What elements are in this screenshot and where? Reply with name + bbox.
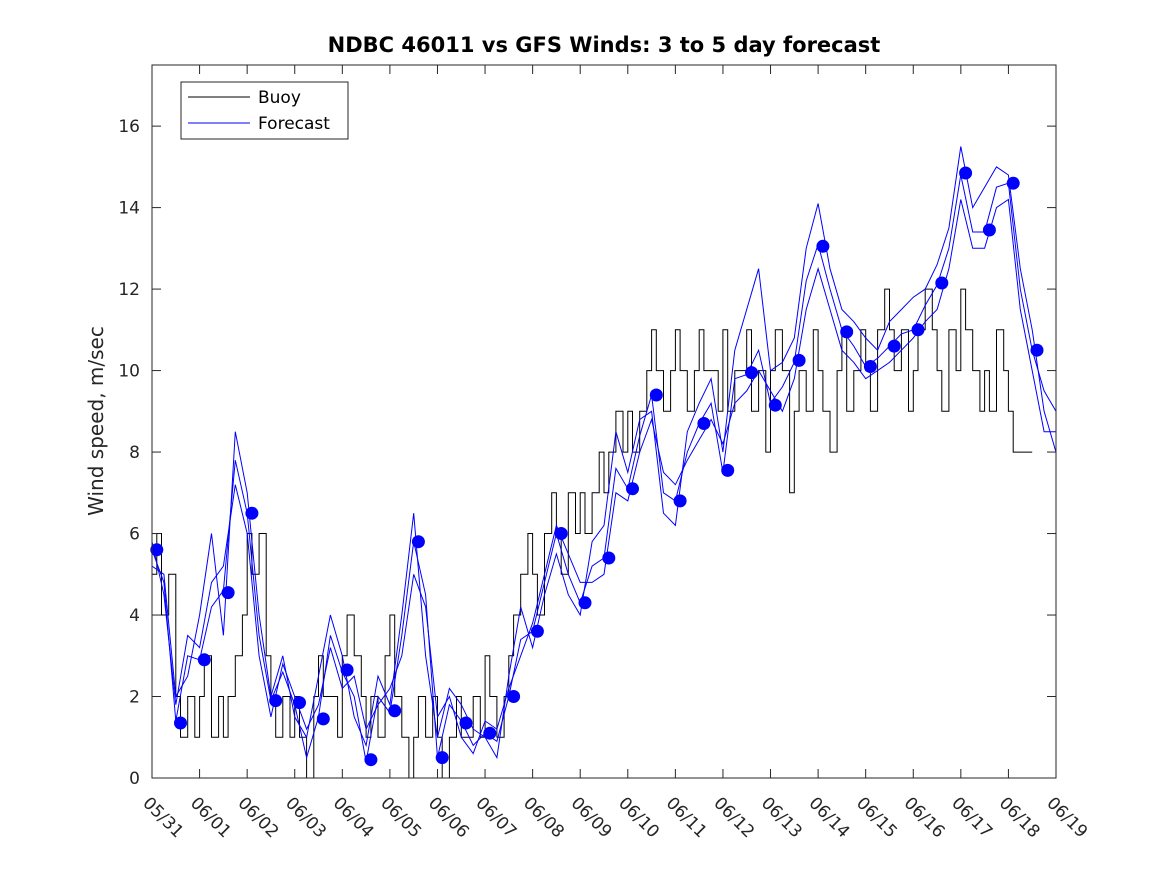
forecast-marker xyxy=(554,527,568,540)
forecast-marker xyxy=(840,325,854,339)
forecast-marker xyxy=(245,506,259,520)
y-axis: 0 2 4 6 8 10 12 14 16 xyxy=(118,117,1056,789)
forecast-marker xyxy=(316,712,330,726)
y-tick-label: 2 xyxy=(129,688,140,708)
y-tick-label: 14 xyxy=(118,199,140,219)
forecast-marker xyxy=(911,323,925,337)
y-tick-label: 0 xyxy=(129,769,140,789)
y-tick-label: 10 xyxy=(118,362,140,382)
forecast-line-2 xyxy=(151,146,1057,760)
forecast-marker xyxy=(602,551,616,565)
forecast-marker xyxy=(982,223,996,237)
y-tick-label: 16 xyxy=(118,117,140,137)
forecast-marker xyxy=(792,353,806,367)
forecast-marker xyxy=(887,339,901,353)
forecast-markers xyxy=(150,166,1044,767)
forecast-marker xyxy=(364,753,378,767)
forecast-marker xyxy=(697,417,711,430)
forecast-marker xyxy=(578,596,592,610)
forecast-marker xyxy=(721,463,735,477)
legend-buoy-label: Buoy xyxy=(258,88,301,108)
forecast-marker xyxy=(340,663,354,677)
y-axis-label: Wind speed, m/sec xyxy=(84,326,108,516)
y-tick-label: 6 xyxy=(129,525,140,545)
buoy-series xyxy=(152,288,1033,779)
forecast-marker xyxy=(745,366,758,380)
y-tick-label: 12 xyxy=(118,280,140,300)
forecast-marker xyxy=(150,543,164,557)
forecast-marker xyxy=(863,360,877,373)
forecast-marker xyxy=(483,726,497,740)
forecast-marker xyxy=(388,704,402,718)
forecast-marker xyxy=(221,586,235,600)
legend-forecast-label: Forecast xyxy=(258,114,330,134)
chart-title: NDBC 46011 vs GFS Winds: 3 to 5 day fore… xyxy=(328,33,881,57)
forecast-marker xyxy=(435,751,449,765)
forecast-marker xyxy=(1030,343,1044,357)
forecast-line-3 xyxy=(151,198,1056,755)
forecast-marker xyxy=(530,624,544,638)
legend-box xyxy=(180,81,349,140)
forecast-marker xyxy=(673,494,687,508)
legend: Buoy Forecast xyxy=(180,81,349,140)
forecast-marker xyxy=(459,716,473,730)
forecast-marker xyxy=(174,716,187,730)
forecast-marker xyxy=(269,694,283,708)
forecast-marker xyxy=(197,653,211,667)
y-tick-label: 8 xyxy=(129,443,140,463)
forecast-marker xyxy=(626,482,639,496)
plot-area-frame xyxy=(151,64,1057,779)
forecast-marker xyxy=(935,276,949,290)
forecast-marker xyxy=(507,690,521,703)
forecast-marker xyxy=(959,166,973,180)
forecast-marker xyxy=(411,535,425,549)
forecast-marker xyxy=(768,398,782,412)
forecast-marker xyxy=(1006,176,1020,190)
forecast-marker xyxy=(293,696,306,710)
forecast-marker xyxy=(816,239,830,253)
buoy-line xyxy=(152,288,1033,779)
forecast-marker xyxy=(649,388,663,402)
y-tick-label: 4 xyxy=(129,606,140,626)
